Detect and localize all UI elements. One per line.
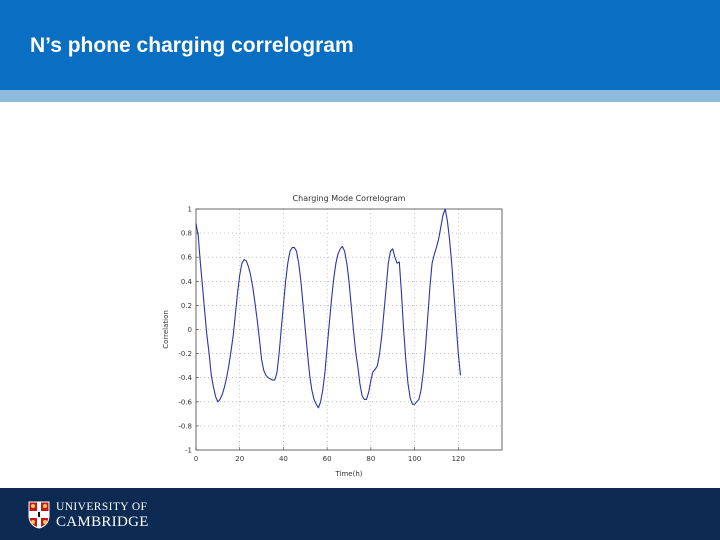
x-axis-label: Time(h) bbox=[334, 470, 362, 478]
correlogram-chart: 0 20 40 60 80 100 120 1 0.8 0.6 0.4 0.2 0 -0.2 -0.4 -0.… bbox=[150, 185, 520, 485]
x-tick-label: 80 bbox=[366, 455, 375, 463]
chart-svg: 0 20 40 60 80 100 120 1 0.8 0.6 0.4 0.2 0 -0.2 -0.4 -0.… bbox=[162, 194, 503, 478]
y-tick-label: 1 bbox=[188, 206, 192, 214]
x-tick-label: 20 bbox=[235, 455, 244, 463]
y-tick-label: 0 bbox=[188, 326, 192, 334]
y-tick-label: -0.6 bbox=[178, 398, 192, 406]
y-tick-label: -0.8 bbox=[178, 422, 192, 430]
slide-footer bbox=[0, 488, 720, 540]
series-line-0 bbox=[195, 208, 462, 409]
header-stripe bbox=[0, 90, 720, 102]
x-tick-label: 100 bbox=[408, 455, 421, 463]
y-axis-label: Correlation bbox=[162, 310, 170, 349]
y-tick-label: -0.2 bbox=[178, 350, 192, 358]
y-tick-label: 0.8 bbox=[181, 230, 192, 238]
x-tick-label: 40 bbox=[279, 455, 288, 463]
y-tick-label: -1 bbox=[185, 447, 192, 455]
logo-text-line1: UNIVERSITY OF bbox=[56, 501, 148, 513]
y-tick-label: -0.4 bbox=[178, 374, 192, 382]
x-tick-label: 60 bbox=[323, 455, 332, 463]
slide-title: N’s phone charging correlogram bbox=[30, 34, 354, 57]
y-tick-label: 0.2 bbox=[181, 302, 192, 310]
y-tick-label: 0.6 bbox=[181, 254, 193, 262]
chart-title: Charging Mode Correlogram bbox=[293, 194, 406, 203]
slide-header: N’s phone charging correlogram bbox=[0, 0, 720, 90]
y-tick-label: 0.4 bbox=[181, 278, 193, 286]
x-tick-label: 120 bbox=[452, 455, 465, 463]
cambridge-logo: UNIVERSITY OF CAMBRIDGE bbox=[28, 500, 178, 532]
x-tick-label: 0 bbox=[194, 455, 198, 463]
university-crest-icon bbox=[28, 501, 50, 529]
logo-text-line2: CAMBRIDGE bbox=[56, 514, 149, 530]
